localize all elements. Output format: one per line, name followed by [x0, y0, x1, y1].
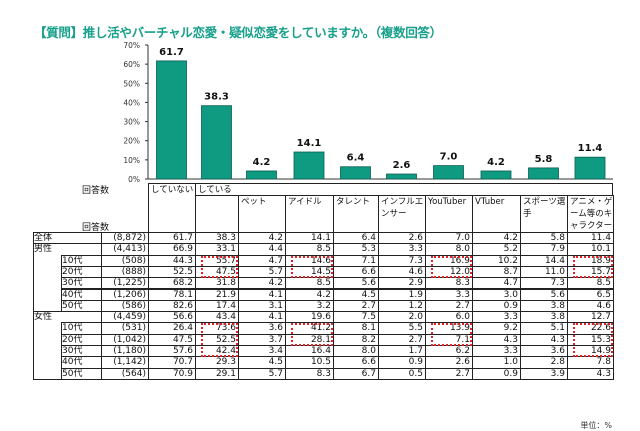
row-group-spacer: [33, 367, 62, 380]
y-tick-label: 30%: [123, 118, 140, 127]
table-cell: 5.7: [238, 367, 286, 380]
column-header-spacer: [195, 195, 239, 233]
respondents-header: 回答数: [82, 223, 110, 233]
bar-6: [386, 173, 417, 180]
column-header: タレント: [333, 195, 379, 233]
highlight-box: [431, 255, 472, 279]
highlight-box: [431, 323, 472, 346]
y-tick-label: 10%: [123, 156, 140, 165]
row-group-spacer: [33, 265, 62, 279]
row-group-spacer: [33, 356, 62, 369]
bar-7: [433, 165, 464, 180]
highlight-box: [291, 323, 333, 346]
table-cell: 8.3: [285, 367, 334, 380]
bar-9: [528, 167, 559, 180]
data-label: 38.3: [204, 92, 229, 103]
table-cell: 6.7: [333, 367, 379, 380]
column-header: アイドル: [285, 195, 334, 233]
highlight-box: [201, 323, 238, 358]
table-cell: 3.9: [520, 367, 568, 380]
y-tick-label: 60%: [123, 60, 140, 69]
y-tick-label: 70%: [123, 41, 140, 50]
page-title: 【質問】推し活やバーチャル恋愛・疑似恋愛をしていますか。（複数回答）: [34, 25, 442, 40]
data-label: 6.4: [347, 153, 365, 164]
row-group-spacer: [33, 333, 62, 346]
row-group-spacer: [33, 345, 62, 358]
column-header: VTuber: [472, 195, 521, 233]
highlight-box: [291, 255, 333, 279]
column-header: アニメ・ゲーム等のキャラクター: [567, 195, 614, 233]
bar-1: [156, 60, 187, 180]
y-tick-label: 0%: [128, 175, 140, 184]
data-label: 4.2: [487, 157, 505, 168]
y-tick-label: 50%: [123, 79, 140, 88]
table-cell: 4.3: [567, 367, 614, 380]
table-cell: 0.9: [472, 367, 521, 380]
bar-10: [574, 156, 606, 180]
column-header: YouTuber: [425, 195, 473, 233]
data-label: 7.0: [440, 152, 458, 163]
column-header: インフルエンサー: [378, 195, 426, 233]
row-group-spacer: [33, 254, 62, 267]
bar-2: [201, 105, 232, 180]
row-group-spacer: [33, 322, 62, 335]
data-label: 2.6: [393, 160, 411, 171]
bar-chart: 0% 10% 20% 30% 40% 50% 60% 70% 61.7 38.3 4.2 14.1 6.…: [123, 41, 613, 184]
column-header: スポーツ選手: [520, 195, 568, 233]
table-cell: 70.9: [148, 367, 196, 380]
row-group-spacer: [33, 288, 62, 301]
highlight-box: [573, 255, 613, 279]
respondent-count: (564): [101, 367, 149, 380]
table-cell: 0.5: [378, 367, 426, 380]
data-label: 4.2: [253, 157, 271, 168]
data-label: 14.1: [297, 138, 322, 149]
y-tick-label: 40%: [123, 98, 140, 107]
column-header: ペット: [238, 195, 286, 233]
row-label: 50代: [61, 367, 102, 380]
bar-4: [293, 151, 325, 180]
bar-3: [246, 170, 277, 180]
unit-note: 単位：%: [580, 421, 612, 430]
table-cell: 29.1: [195, 367, 239, 380]
row-group-spacer: [33, 277, 62, 290]
y-tick-label: 20%: [123, 137, 140, 146]
data-label: 5.8: [535, 154, 553, 165]
data-label: 11.4: [578, 143, 603, 154]
highlight-box: [201, 255, 238, 279]
bar-8: [480, 170, 512, 180]
table-cell: 2.7: [425, 367, 473, 380]
bar-5: [340, 166, 371, 180]
data-label: 61.7: [159, 47, 184, 58]
respondents-header: 回答数: [82, 186, 110, 196]
column-header: していない: [148, 183, 196, 233]
highlight-box: [573, 323, 613, 358]
